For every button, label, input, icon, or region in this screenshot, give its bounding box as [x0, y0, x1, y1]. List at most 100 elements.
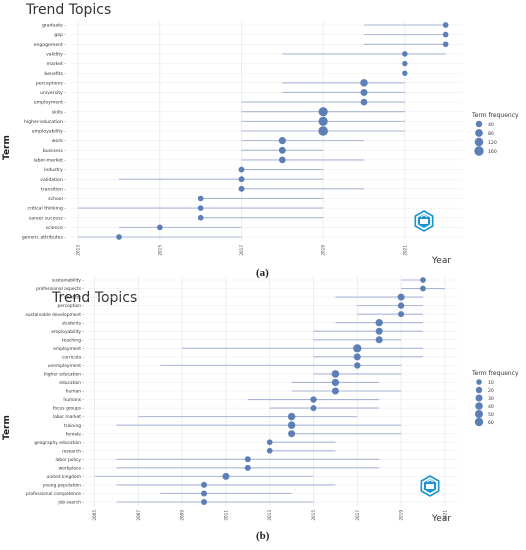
- legend-label: 20: [488, 388, 494, 394]
- x-axis-title: Year: [432, 256, 452, 266]
- term-label: university -: [40, 90, 66, 96]
- term-label: focus groups -: [53, 406, 85, 412]
- checkupdates-icon: [414, 210, 434, 232]
- term-label: education -: [59, 380, 84, 386]
- x-tick-label: 2021: [442, 510, 447, 521]
- term-point: [360, 98, 368, 106]
- term-point: [402, 60, 408, 67]
- term-label: career success -: [29, 215, 67, 221]
- term-label: job search -: [57, 500, 84, 506]
- term-point: [222, 472, 230, 480]
- term-point: [331, 378, 340, 387]
- legend-symbol: [474, 137, 484, 147]
- term-point: [278, 146, 286, 154]
- checkupdates-icon: [420, 475, 440, 497]
- term-point: [278, 156, 286, 164]
- term-label: validation -: [40, 177, 66, 183]
- term-label: industry -: [44, 167, 66, 173]
- term-label: unemployment -: [48, 363, 85, 369]
- x-tick-label: 2011: [223, 510, 228, 521]
- term-label: human -: [66, 389, 85, 395]
- figure-caption: (a): [256, 267, 269, 279]
- term-point: [157, 224, 163, 231]
- term-label: transition -: [41, 186, 66, 192]
- term-point: [402, 51, 408, 57]
- term-label: work -: [52, 138, 67, 144]
- term-label: market -: [47, 61, 67, 67]
- legend-title: Term frequency: [472, 370, 519, 377]
- term-point: [420, 277, 426, 283]
- x-tick-label: 2015: [311, 510, 316, 521]
- x-tick-label: 2009: [180, 510, 185, 521]
- x-tick-label: 2019: [321, 245, 326, 256]
- term-point: [397, 293, 405, 301]
- term-label: professional aspects -: [36, 286, 84, 292]
- term-point: [238, 185, 245, 192]
- term-point: [318, 126, 328, 136]
- term-label: workplace -: [59, 465, 85, 471]
- term-label: employment -: [53, 346, 84, 352]
- term-label: students -: [62, 320, 84, 326]
- legend-symbol: [475, 386, 483, 394]
- term-point: [197, 195, 204, 202]
- term-label: labor policy -: [56, 457, 85, 463]
- legend-label: 50: [488, 412, 494, 418]
- x-tick-label: 2013: [267, 510, 272, 521]
- term-point: [288, 430, 296, 438]
- term-point: [398, 311, 405, 318]
- x-tick-label: 2017: [355, 510, 360, 521]
- term-label: sustainability -: [52, 278, 85, 284]
- legend-title: Term frequency: [472, 112, 519, 119]
- term-point: [238, 166, 245, 173]
- term-point: [318, 116, 328, 126]
- term-point: [442, 22, 449, 28]
- term-point: [266, 447, 273, 454]
- term-label: student -: [64, 295, 84, 301]
- legend-symbol: [475, 410, 483, 418]
- term-label: business -: [43, 148, 66, 154]
- term-point: [442, 31, 449, 38]
- term-point: [201, 499, 208, 505]
- term-point: [354, 362, 361, 369]
- term-point: [266, 439, 273, 446]
- term-point: [201, 490, 208, 497]
- term-point: [310, 396, 317, 403]
- term-label: employment -: [34, 100, 66, 106]
- legend-label: 40: [488, 122, 494, 128]
- term-point: [375, 319, 383, 327]
- term-label: geography education -: [34, 440, 84, 446]
- term-label: female -: [66, 431, 85, 437]
- term-point: [278, 137, 286, 145]
- legend-symbol: [474, 417, 484, 427]
- term-label: higher-education -: [24, 119, 66, 125]
- term-point: [287, 421, 296, 429]
- term-label: skills -: [52, 109, 67, 115]
- chart-panel-b: Trend Topics Term Year Term frequency 20…: [0, 274, 526, 550]
- legend-label: 60: [488, 420, 494, 426]
- term-point: [318, 107, 328, 117]
- trend-chart-a: 2013 2015 2017 2019 2021 graduate - gap - engag…: [22, 21, 497, 256]
- term-point: [353, 344, 362, 353]
- term-point: [375, 327, 383, 335]
- term-label: generic attributes -: [22, 235, 67, 241]
- term-point: [197, 205, 204, 211]
- legend-label: 30: [488, 396, 494, 402]
- legend-label: 10: [488, 380, 494, 386]
- term-point: [375, 336, 383, 344]
- term-label: labor market -: [53, 414, 85, 420]
- term-point: [116, 234, 122, 240]
- legend-label: 80: [488, 131, 494, 137]
- x-tick-label: 2017: [239, 245, 244, 256]
- term-point: [360, 79, 368, 87]
- term-label: graduate -: [42, 23, 66, 29]
- term-point: [197, 214, 204, 221]
- term-label: gap -: [54, 33, 66, 38]
- legend-label: 40: [488, 404, 494, 410]
- term-label: united kingdom -: [47, 474, 85, 480]
- term-label: training -: [64, 423, 84, 429]
- term-label: perceptions -: [36, 80, 66, 86]
- term-point: [244, 456, 251, 463]
- x-tick-label: 2015: [157, 245, 162, 256]
- term-point: [310, 405, 317, 412]
- term-label: research -: [62, 448, 84, 454]
